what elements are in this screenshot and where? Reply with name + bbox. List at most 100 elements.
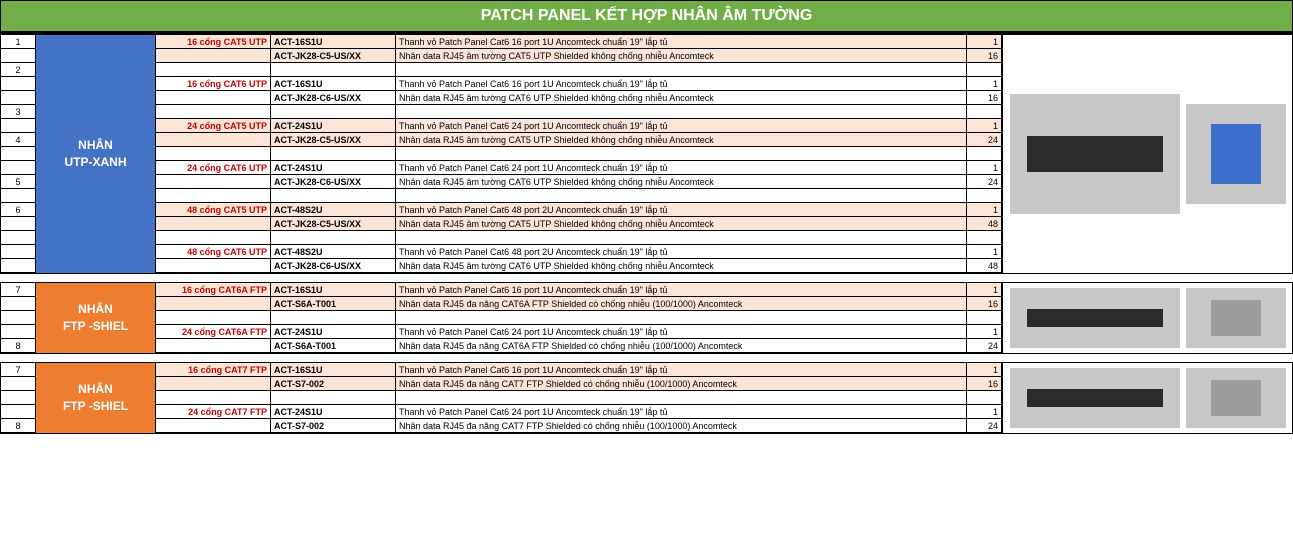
qty-cell: 16 (967, 377, 1002, 390)
num-column: 78 (1, 283, 36, 353)
qty-cell: 1 (967, 245, 1002, 258)
category-label: NHÂNFTP -SHIEL (36, 283, 156, 353)
port-cell (156, 377, 271, 390)
table-row: ACT-S7-002Nhân data RJ45 đa năng CAT7 FT… (156, 377, 1002, 391)
category-label: NHÂNUTP-XANH (36, 35, 156, 273)
row-number (1, 311, 36, 325)
product-image-panel (1010, 94, 1180, 214)
desc-cell: Thanh vỏ Patch Panel Cat6 48 port 2U Anc… (396, 245, 967, 258)
row-number: 4 (1, 133, 36, 147)
row-number (1, 189, 36, 203)
product-image-jack (1186, 288, 1286, 348)
qty-cell: 1 (967, 325, 1002, 338)
code-cell: ACT-24S1U (271, 405, 396, 418)
qty-cell: 24 (967, 339, 1002, 352)
qty-cell: 24 (967, 175, 1002, 188)
desc-cell: Nhân data RJ45 âm tường CAT6 UTP Shielde… (396, 259, 967, 272)
spacer-row (156, 105, 1002, 119)
table-row: 16 cổng CAT6A FTPACT-16S1UThanh vỏ Patch… (156, 283, 1002, 297)
desc-cell: Thanh vỏ Patch Panel Cat6 24 port 1U Anc… (396, 161, 967, 174)
row-number (1, 231, 36, 245)
qty-cell: 1 (967, 283, 1002, 296)
page-title: PATCH PANEL KẾT HỢP NHÂN ÂM TƯỜNG (0, 0, 1293, 34)
table-row: ACT-S7-002Nhân data RJ45 đa năng CAT7 FT… (156, 419, 1002, 433)
section-ftp-cat7: 78NHÂNFTP -SHIEL16 cổng CAT7 FTPACT-16S1… (0, 362, 1293, 434)
code-cell: ACT-16S1U (271, 363, 396, 376)
row-number (1, 161, 36, 175)
port-cell: 24 cổng CAT7 FTP (156, 405, 271, 418)
table-row: ACT-JK28-C6-US/XXNhân data RJ45 âm tường… (156, 259, 1002, 273)
jack-icon (1186, 104, 1286, 204)
qty-cell: 1 (967, 77, 1002, 90)
desc-cell (396, 391, 967, 404)
port-cell: 48 cổng CAT5 UTP (156, 203, 271, 216)
category-line1: NHÂN (78, 301, 113, 318)
desc-cell: Thanh vỏ Patch Panel Cat6 16 port 1U Anc… (396, 283, 967, 296)
row-number (1, 147, 36, 161)
row-number: 6 (1, 203, 36, 217)
port-cell (156, 147, 271, 160)
qty-cell (967, 105, 1002, 118)
port-cell (156, 175, 271, 188)
port-cell: 24 cổng CAT5 UTP (156, 119, 271, 132)
table-row: 16 cổng CAT6 UTPACT-16S1UThanh vỏ Patch … (156, 77, 1002, 91)
port-cell (156, 105, 271, 118)
table-row: ACT-JK28-C6-US/XXNhân data RJ45 âm tường… (156, 91, 1002, 105)
product-image-jack (1186, 368, 1286, 428)
qty-cell: 1 (967, 363, 1002, 376)
row-number (1, 391, 36, 405)
product-images (1002, 35, 1292, 273)
qty-cell: 1 (967, 161, 1002, 174)
code-cell: ACT-JK28-C5-US/XX (271, 133, 396, 146)
category-label: NHÂNFTP -SHIEL (36, 363, 156, 433)
rows-area: 16 cổng CAT6A FTPACT-16S1UThanh vỏ Patch… (156, 283, 1002, 353)
category-line2: UTP-XANH (65, 154, 127, 171)
desc-cell: Nhân data RJ45 đa năng CAT7 FTP Shielded… (396, 377, 967, 390)
code-cell (271, 105, 396, 118)
code-cell (271, 63, 396, 76)
qty-cell: 48 (967, 259, 1002, 272)
table-row: 24 cổng CAT6 UTPACT-24S1UThanh vỏ Patch … (156, 161, 1002, 175)
code-cell: ACT-S6A-T001 (271, 339, 396, 352)
row-number (1, 119, 36, 133)
product-image-jack (1186, 104, 1286, 204)
desc-cell (396, 147, 967, 160)
desc-cell: Nhân data RJ45 đa năng CAT6A FTP Shielde… (396, 297, 967, 310)
port-cell: 16 cổng CAT7 FTP (156, 363, 271, 376)
code-cell: ACT-S7-002 (271, 377, 396, 390)
qty-cell (967, 391, 1002, 404)
row-number (1, 297, 36, 311)
port-cell (156, 231, 271, 244)
port-cell: 16 cổng CAT6A FTP (156, 283, 271, 296)
port-cell: 24 cổng CAT6A FTP (156, 325, 271, 338)
row-number: 7 (1, 363, 36, 377)
product-image-panel (1010, 288, 1180, 348)
qty-cell: 24 (967, 419, 1002, 432)
qty-cell (967, 311, 1002, 324)
code-cell: ACT-16S1U (271, 35, 396, 48)
desc-cell: Nhân data RJ45 âm tường CAT5 UTP Shielde… (396, 133, 967, 146)
desc-cell: Nhân data RJ45 đa năng CAT7 FTP Shielded… (396, 419, 967, 432)
table-row: 16 cổng CAT5 UTPACT-16S1UThanh vỏ Patch … (156, 35, 1002, 49)
port-cell (156, 63, 271, 76)
spacer-row (156, 63, 1002, 77)
code-cell (271, 147, 396, 160)
port-cell (156, 311, 271, 324)
code-cell: ACT-S6A-T001 (271, 297, 396, 310)
panel-icon (1010, 368, 1180, 428)
qty-cell: 1 (967, 203, 1002, 216)
row-number (1, 245, 36, 259)
row-number: 5 (1, 175, 36, 189)
desc-cell: Thanh vỏ Patch Panel Cat6 24 port 1U Anc… (396, 405, 967, 418)
port-cell (156, 391, 271, 404)
table-row: 16 cổng CAT7 FTPACT-16S1UThanh vỏ Patch … (156, 363, 1002, 377)
port-cell (156, 133, 271, 146)
code-cell: ACT-24S1U (271, 325, 396, 338)
row-number (1, 77, 36, 91)
code-cell: ACT-16S1U (271, 77, 396, 90)
desc-cell: Nhân data RJ45 âm tường CAT6 UTP Shielde… (396, 91, 967, 104)
row-number (1, 377, 36, 391)
port-cell (156, 259, 271, 272)
desc-cell (396, 105, 967, 118)
qty-cell: 16 (967, 297, 1002, 310)
